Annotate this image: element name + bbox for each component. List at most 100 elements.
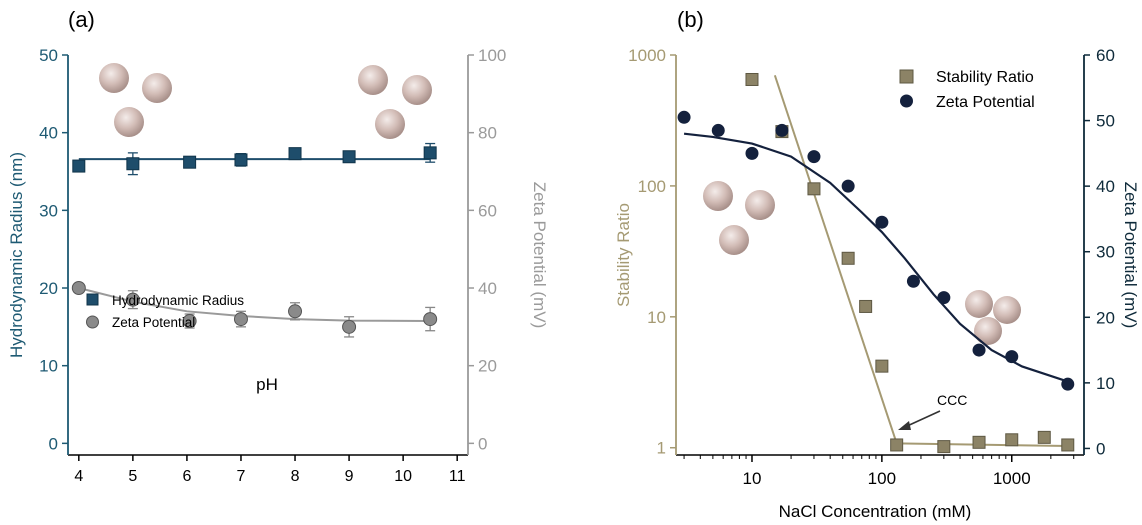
particle-sphere — [745, 190, 775, 220]
left-tick-label: 10 — [39, 357, 58, 376]
zeta-data-point — [677, 110, 691, 124]
x-tick-label: 1000 — [993, 469, 1031, 488]
legend-circle-marker — [900, 94, 913, 108]
zeta-data-point — [937, 291, 951, 305]
right-tick-label: 40 — [478, 279, 497, 298]
x-tick-label: 5 — [128, 468, 137, 485]
panel-a-left-ticks: 0 10 20 30 40 50 — [39, 46, 68, 453]
legend-label: Zeta Potential — [112, 315, 195, 330]
panel-a-x-label: pH — [256, 375, 278, 394]
particle-sphere — [114, 107, 144, 137]
x-tick-label: 8 — [291, 468, 300, 485]
left-tick-label: 0 — [49, 434, 58, 453]
panel-a-legend: Hydrodynamic Radius Zeta Potential — [86, 293, 244, 330]
left-tick-label: 10 — [647, 308, 666, 327]
zeta-data-point — [342, 319, 357, 334]
x-tick-label: 4 — [74, 468, 83, 485]
stability-data-point — [1005, 433, 1019, 447]
panel-b-series — [677, 72, 1075, 454]
stability-data-point — [890, 438, 904, 452]
zeta-data-point — [906, 274, 920, 288]
zeta-data-point — [1005, 350, 1019, 364]
legend-square-marker — [899, 69, 914, 84]
zeta-data-point — [233, 312, 248, 327]
radius-data-point — [126, 157, 140, 171]
left-tick-label: 30 — [39, 201, 58, 220]
zeta-data-point — [875, 215, 889, 229]
panel-a-right-y-label: Zeta Potential (mV) — [530, 182, 549, 328]
x-tick-label: 9 — [345, 468, 354, 485]
panel-a-label: (a) — [68, 7, 95, 32]
zeta-data-point — [972, 343, 986, 357]
left-tick-label: 1 — [657, 439, 666, 458]
dispersed-particles-illustration — [358, 65, 432, 139]
particle-sphere — [719, 225, 749, 255]
zeta-data-point — [745, 146, 759, 160]
right-tick-label: 30 — [1096, 243, 1115, 262]
zeta-fit-curve — [683, 132, 1069, 383]
right-tick-label: 20 — [1096, 308, 1115, 327]
ccc-annotation: CCC — [898, 392, 967, 430]
legend-label: Zeta Potential — [936, 94, 1035, 111]
x-tick-label: 7 — [237, 468, 246, 485]
dispersed-particles-illustration — [99, 63, 172, 137]
legend-label: Hydrodynamic Radius — [112, 293, 244, 308]
zeta-data-point — [775, 123, 789, 137]
right-tick-label: 40 — [1096, 177, 1115, 196]
right-tick-label: 60 — [1096, 46, 1115, 65]
panel-b-label: (b) — [677, 7, 704, 32]
panel-b-right-ticks: 0 10 20 30 40 50 60 — [1084, 46, 1115, 458]
left-tick-label: 1000 — [628, 46, 666, 65]
stability-data-point — [875, 359, 889, 373]
particle-sphere — [974, 317, 1002, 345]
particle-sphere — [402, 75, 432, 105]
left-tick-label: 40 — [39, 124, 58, 143]
panel-a-left-y-label: Hydrodynamic Radius (nm) — [7, 152, 26, 358]
zeta-data-point — [288, 304, 303, 319]
zeta-data-point — [807, 150, 821, 164]
legend-label: Stability Ratio — [936, 69, 1034, 86]
particle-sphere — [993, 296, 1021, 324]
zeta-data-point — [125, 292, 140, 307]
panel-b: (b) 10 100 1000 1 10 100 1000 0 10 20 30 40 50 60 N… — [614, 7, 1140, 521]
stability-data-point — [937, 440, 951, 454]
panel-a-x-ticks: 4 5 6 7 8 9 10 11 — [74, 455, 466, 485]
right-tick-label: 10 — [1096, 374, 1115, 393]
x-tick-label: 11 — [449, 468, 466, 485]
radius-data-point — [72, 159, 86, 173]
stability-data-point — [1037, 430, 1051, 444]
zeta-data-point — [423, 312, 438, 327]
legend-square-marker — [86, 293, 99, 306]
radius-data-point — [183, 155, 197, 169]
right-tick-label: 100 — [478, 46, 506, 65]
radius-data-point — [288, 147, 302, 161]
stability-data-point — [859, 299, 873, 313]
particle-sphere — [703, 181, 733, 211]
zeta-data-point — [182, 314, 197, 329]
particle-sphere — [965, 290, 993, 318]
stability-data-point — [807, 182, 821, 196]
particle-sphere — [142, 73, 172, 103]
ccc-arrow — [904, 410, 941, 428]
left-tick-label: 20 — [39, 279, 58, 298]
panel-a-right-ticks: 0 20 40 60 80 100 — [468, 46, 506, 453]
zeta-data-point — [711, 123, 725, 137]
panel-b-left-ticks: 1 10 100 1000 — [628, 46, 676, 458]
stability-data-point — [972, 435, 986, 449]
x-tick-label: 100 — [868, 469, 896, 488]
zeta-data-point — [1061, 377, 1075, 391]
panel-a-series — [71, 142, 438, 338]
legend-circle-marker — [86, 315, 99, 329]
stability-fit-line — [773, 74, 898, 444]
right-tick-label: 20 — [478, 357, 497, 376]
x-tick-label: 10 — [743, 469, 762, 488]
right-tick-label: 50 — [1096, 112, 1115, 131]
panel-b-legend: Stability Ratio Zeta Potential — [899, 69, 1035, 111]
particle-sphere — [358, 65, 388, 95]
panel-b-right-y-label: Zeta Potential (mV) — [1121, 182, 1140, 328]
stability-data-point — [745, 72, 759, 86]
zeta-data-point — [841, 179, 855, 193]
particle-sphere — [375, 109, 405, 139]
x-tick-label: 10 — [394, 468, 412, 485]
